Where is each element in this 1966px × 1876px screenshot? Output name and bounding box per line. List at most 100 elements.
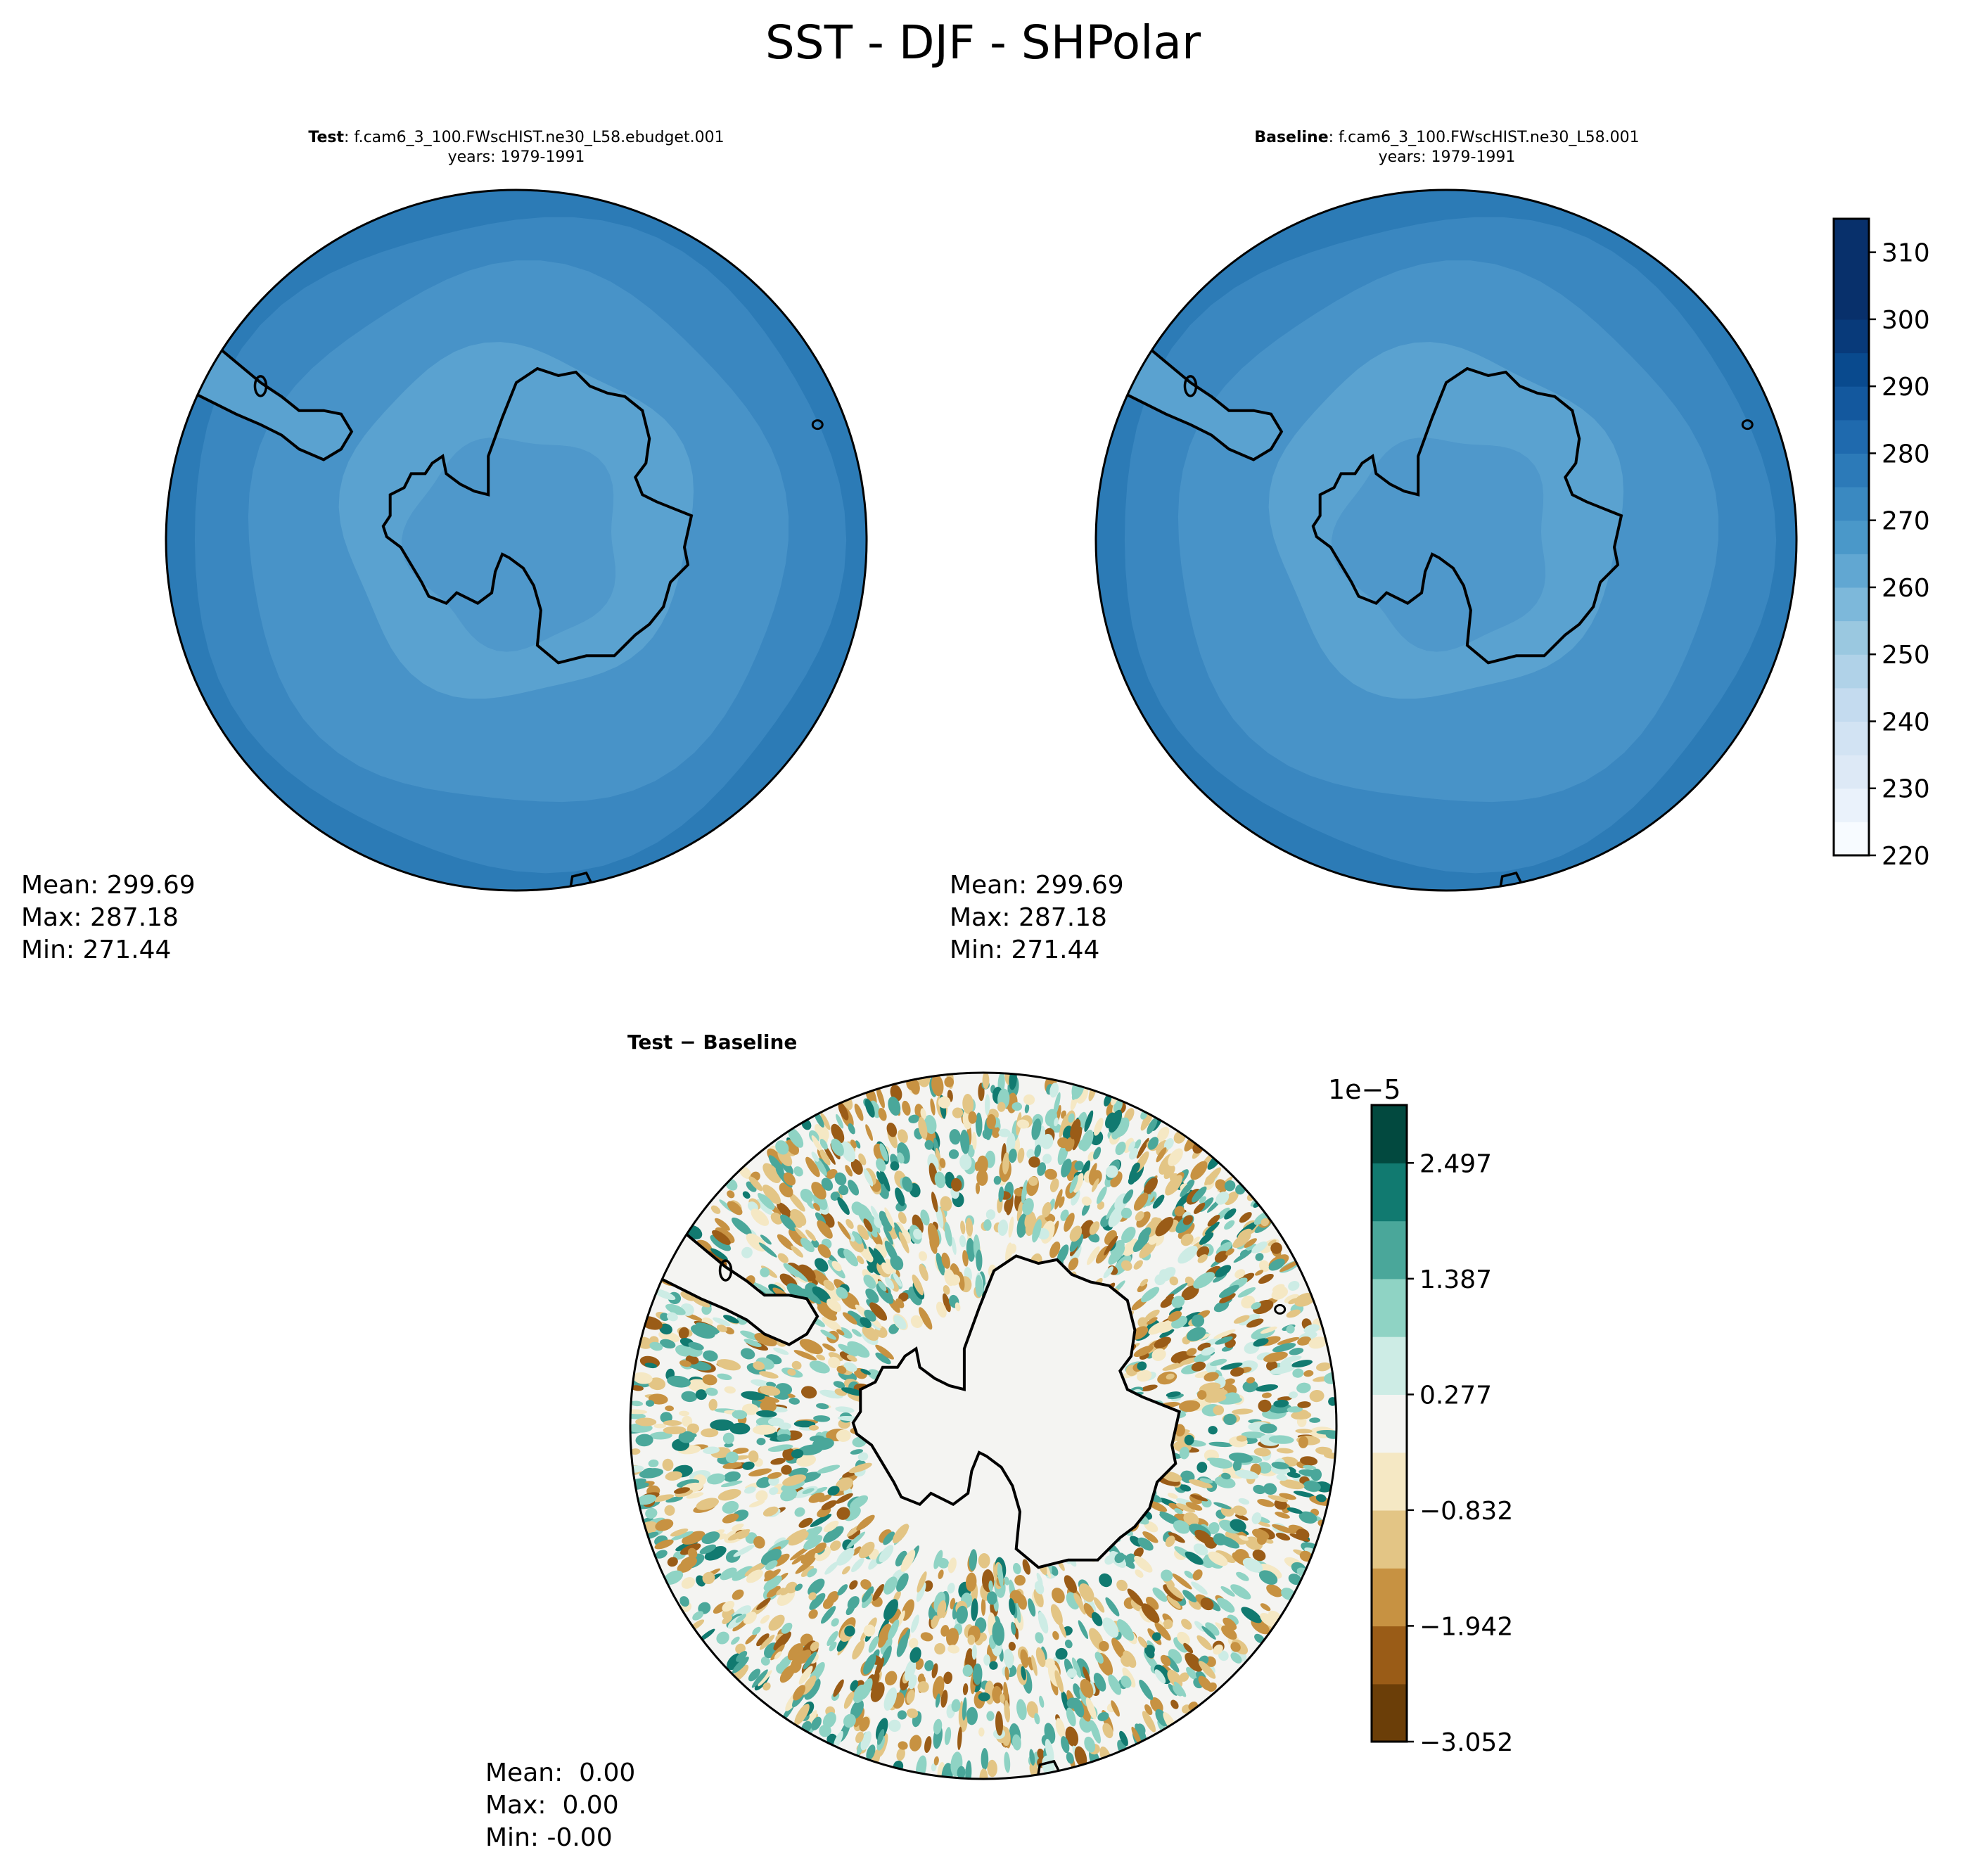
difference-cell — [821, 1178, 834, 1191]
difference-cell — [1174, 1206, 1185, 1217]
difference-cell — [1253, 1338, 1269, 1347]
difference-cell — [1253, 1448, 1271, 1457]
difference-cell — [845, 1219, 854, 1229]
difference-cell — [1263, 1351, 1288, 1363]
difference-cell — [1277, 1336, 1300, 1345]
difference-cell — [717, 1359, 741, 1371]
difference-cell — [823, 1526, 844, 1543]
difference-cell — [1220, 1586, 1235, 1597]
difference-cell — [1199, 1478, 1213, 1483]
difference-cell — [752, 1626, 761, 1635]
difference-cell — [879, 1623, 892, 1644]
difference-panel-title: Test − Baseline — [627, 1030, 798, 1054]
difference-cell — [1128, 1176, 1136, 1185]
difference-cell — [1063, 1125, 1073, 1140]
difference-cell — [983, 1654, 991, 1666]
difference-cell — [1208, 1551, 1228, 1566]
difference-cell — [909, 1735, 922, 1751]
difference-cell — [1121, 1260, 1132, 1271]
difference-cell — [754, 1332, 777, 1347]
difference-cell — [1136, 1723, 1146, 1735]
difference-cell — [722, 1432, 734, 1444]
difference-cell — [1173, 1637, 1189, 1653]
difference-cell — [1234, 1469, 1259, 1479]
difference-cell — [681, 1577, 696, 1589]
difference-cell — [951, 1178, 962, 1192]
difference-cell — [1161, 1569, 1173, 1582]
difference-cell — [836, 1287, 848, 1299]
difference-cell — [1166, 1583, 1184, 1600]
difference-cell — [746, 1569, 763, 1583]
difference-cell — [782, 1474, 807, 1486]
difference-cell — [1108, 1205, 1125, 1227]
difference-cell — [1154, 1622, 1171, 1641]
difference-cell — [836, 1548, 855, 1566]
difference-cell — [1160, 1296, 1175, 1308]
difference-cell — [1136, 1137, 1149, 1159]
difference-cell — [1123, 1650, 1137, 1668]
difference-cell — [998, 1128, 1011, 1137]
difference-cell — [1181, 1285, 1199, 1301]
difference-cell — [868, 1635, 879, 1653]
difference-cell — [1196, 1390, 1207, 1400]
difference-cell — [794, 1583, 803, 1591]
difference-cell — [1160, 1654, 1171, 1666]
difference-cell — [1252, 1549, 1266, 1562]
difference-cell — [754, 1282, 776, 1296]
difference-cell — [756, 1438, 766, 1446]
difference-cell — [1114, 1552, 1125, 1564]
difference-cell — [811, 1151, 819, 1162]
colorbar-segment — [1834, 219, 1869, 253]
difference-cell — [1242, 1380, 1258, 1393]
difference-cell — [855, 1731, 864, 1743]
difference-cell — [850, 1699, 864, 1719]
difference-cell — [1181, 1619, 1192, 1630]
difference-cell — [909, 1647, 921, 1663]
difference-cell — [1288, 1280, 1300, 1291]
difference-cell — [687, 1433, 697, 1438]
difference-cell — [1276, 1474, 1288, 1481]
difference-cell — [1232, 1505, 1247, 1516]
difference-cell — [807, 1568, 817, 1578]
difference-cell — [1093, 1673, 1106, 1692]
difference-cell — [1295, 1429, 1313, 1434]
difference-cell — [1094, 1118, 1104, 1136]
difference-cell — [1146, 1596, 1159, 1610]
difference-cell — [813, 1415, 831, 1422]
difference-cell — [702, 1571, 715, 1585]
difference-cell — [1147, 1317, 1158, 1325]
difference-cell — [931, 1074, 944, 1097]
difference-cell — [1137, 1317, 1149, 1329]
difference-cell — [981, 1748, 989, 1770]
difference-cell — [863, 1275, 876, 1289]
difference-cell — [1258, 1570, 1278, 1585]
difference-cell — [969, 1549, 978, 1571]
colorbar-frame — [1832, 217, 1870, 857]
difference-cell — [949, 1129, 961, 1145]
difference-cell — [756, 1410, 777, 1417]
difference-cell — [863, 1218, 873, 1232]
difference-cell — [947, 1645, 960, 1654]
difference-cell — [762, 1163, 781, 1184]
colorbar-segment — [1834, 386, 1869, 421]
difference-cell — [1068, 1257, 1079, 1271]
difference-cell — [741, 1403, 759, 1415]
difference-cell — [880, 1169, 891, 1192]
difference-cell — [896, 1634, 909, 1657]
difference-cell — [659, 1323, 672, 1335]
difference-cell — [766, 1585, 781, 1598]
difference-cell — [756, 1199, 772, 1215]
difference-cell — [1224, 1220, 1235, 1230]
difference-cell — [785, 1581, 798, 1594]
difference-cell — [777, 1202, 793, 1219]
difference-cell — [1140, 1278, 1149, 1287]
difference-cell — [791, 1245, 803, 1258]
difference-cell — [1039, 1695, 1045, 1708]
difference-cell — [1205, 1175, 1215, 1185]
difference-cell — [931, 1192, 938, 1213]
difference-cell — [724, 1471, 741, 1482]
difference-cell — [822, 1343, 836, 1352]
difference-cell — [1172, 1573, 1192, 1590]
difference-cell — [955, 1302, 961, 1312]
island-coastline — [718, 1259, 733, 1282]
